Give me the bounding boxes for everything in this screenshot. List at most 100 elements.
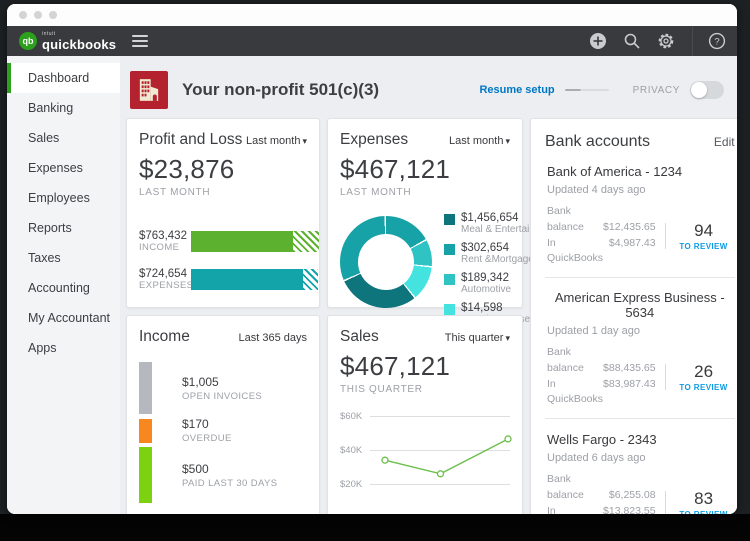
window-zoom-button[interactable] — [49, 11, 57, 19]
sidebar-item-employees[interactable]: Employees — [7, 183, 120, 213]
sidebar-item-accounting[interactable]: Accounting — [7, 273, 120, 303]
privacy-toggle[interactable] — [690, 81, 724, 99]
bank-balance-amount: $88,435.65 — [603, 361, 656, 374]
review-label: TO REVIEW — [679, 382, 728, 392]
hamburger-menu-icon[interactable] — [132, 35, 149, 47]
legend-value: $14,598 — [461, 302, 503, 314]
quickbooks-wordmark: quickbooks — [42, 36, 117, 52]
edit-accounts-link[interactable]: Edit — [713, 135, 735, 149]
legend-swatch — [444, 214, 455, 225]
legend-value: $1,456,654 — [461, 212, 519, 224]
resume-setup-link[interactable]: Resume setup — [479, 84, 555, 96]
profit-and-loss-card: Profit and Loss Last month $23,876 LAST … — [126, 118, 320, 308]
to-review-button[interactable]: 83 TO REVIEW — [675, 489, 733, 515]
create-plus-icon[interactable] — [588, 31, 608, 51]
legend-value: $302,654 — [461, 242, 509, 254]
sidebar-item-dashboard[interactable]: Dashboard — [7, 63, 120, 93]
bank-account-row: Wells Fargo - 2343 Updated 6 days ago Ba… — [545, 419, 735, 514]
account-name-link[interactable]: Wells Fargo - 2343 — [547, 432, 657, 447]
bank-balance-label: Bank balance — [547, 346, 584, 374]
expenses-bar-value: $724,654 — [139, 268, 187, 280]
sidebar-item-reports[interactable]: Reports — [7, 213, 120, 243]
expenses-amount: $467,121 — [340, 154, 451, 184]
review-count: 83 — [694, 488, 714, 508]
chevron-down-icon — [503, 135, 510, 147]
sales-trend-line — [381, 435, 512, 478]
sales-card: Sales This quarter $467,121 THIS QUARTER… — [327, 315, 523, 514]
sales-caption: THIS QUARTER — [340, 384, 423, 395]
help-icon[interactable]: ? — [707, 31, 727, 51]
bank-balance-amount: $6,255.08 — [608, 488, 656, 501]
setup-progress-line — [564, 89, 609, 91]
bank-account-row: Bank of America - 1234 Updated 4 days ag… — [545, 151, 735, 278]
sales-amount: $467,121 — [340, 351, 451, 381]
bank-balance-amount: $12,435.65 — [603, 220, 656, 233]
sidebar: Dashboard Banking Sales Expenses Employe… — [7, 56, 120, 514]
company-building-icon — [130, 71, 168, 109]
income-bar-row: $763,432 INCOME — [139, 230, 319, 253]
income-bar-label: INCOME — [139, 242, 180, 253]
legend-item: $302,654 Rent &Mortgage — [444, 242, 546, 265]
window-minimize-button[interactable] — [34, 11, 42, 19]
profit-loss-caption: LAST MONTH — [139, 187, 211, 198]
income-period-dropdown[interactable]: Last 365 days — [238, 332, 308, 344]
intuit-label: intuit — [42, 30, 56, 37]
svg-text:?: ? — [714, 37, 719, 48]
sales-period-dropdown[interactable]: This quarter — [445, 332, 510, 344]
sidebar-item-expenses[interactable]: Expenses — [7, 153, 120, 183]
expenses-bar-row: $724,654 EXPENSES — [139, 268, 318, 291]
sales-title: Sales — [340, 328, 379, 345]
legend-label: Automotive — [461, 284, 512, 295]
expenses-title: Expenses — [340, 131, 409, 148]
open-invoices-row: $1,005 OPEN INVOICES — [139, 362, 307, 414]
qb-logo-icon: qb — [19, 32, 37, 50]
sidebar-item-my-accountant[interactable]: My Accountant — [7, 303, 120, 333]
app-window: qb intuit quickbooks ? D — [7, 4, 737, 514]
nav-divider — [692, 26, 693, 56]
account-name-link[interactable]: Bank of America - 1234 — [547, 164, 683, 179]
account-updated: Updated 1 day ago — [547, 325, 640, 337]
expenses-card: Expenses Last month $467,121 LAST MONTH … — [327, 118, 546, 325]
income-bar — [191, 231, 293, 252]
profit-loss-bar-chart: $763,432 INCOME $724,654 — [139, 230, 319, 291]
in-quickbooks-label: In QuickBooks — [547, 377, 604, 406]
in-quickbooks-label: In QuickBooks — [547, 236, 604, 265]
bank-balance-label: Bank balance — [547, 473, 584, 501]
expenses-bar — [191, 269, 303, 290]
sidebar-item-apps[interactable]: Apps — [7, 333, 120, 363]
window-close-button[interactable] — [19, 11, 27, 19]
income-title: Income — [139, 328, 190, 345]
expenses-period-dropdown[interactable]: Last month — [449, 135, 510, 147]
legend-swatch — [444, 274, 455, 285]
legend-value: $189,342 — [461, 272, 509, 284]
in-quickbooks-label: In QuickBooks — [547, 504, 556, 515]
to-review-button[interactable]: 26 TO REVIEW — [675, 362, 733, 392]
expenses-caption: LAST MONTH — [340, 187, 412, 198]
account-name-link[interactable]: American Express Business - 5634 — [547, 290, 733, 320]
bank-balance-label: Bank balance — [547, 205, 584, 233]
y-tick: $20K — [340, 479, 363, 490]
account-updated: Updated 6 days ago — [547, 452, 646, 464]
overdue-value: $170 — [182, 417, 209, 431]
in-quickbooks-amount: $13,823.55 — [603, 504, 656, 515]
review-count: 94 — [694, 220, 714, 240]
profit-loss-period-dropdown[interactable]: Last month — [246, 135, 307, 147]
paid-segment — [139, 447, 152, 503]
page-title: Your non-profit 501(c)(3) — [182, 80, 380, 99]
sidebar-item-sales[interactable]: Sales — [7, 123, 120, 153]
account-updated: Updated 4 days ago — [547, 184, 646, 196]
legend-item: $189,342 Automotive — [444, 272, 546, 295]
expenses-bar-hatch — [303, 269, 318, 290]
sidebar-item-taxes[interactable]: Taxes — [7, 243, 120, 273]
to-review-button[interactable]: 94 TO REVIEW — [675, 221, 733, 251]
gear-icon[interactable] — [656, 31, 676, 51]
expenses-bar-label: EXPENSES — [139, 280, 194, 291]
profit-loss-amount: $23,876 — [139, 154, 235, 184]
paid-value: $500 — [182, 461, 209, 476]
sidebar-item-banking[interactable]: Banking — [7, 93, 120, 123]
donut-hole — [358, 234, 414, 290]
expenses-donut-chart — [340, 216, 432, 308]
legend-item: $1,456,654 Meal & Entertainment — [444, 212, 546, 235]
search-icon[interactable] — [622, 31, 642, 51]
quickbooks-logo: qb intuit quickbooks — [19, 30, 117, 52]
